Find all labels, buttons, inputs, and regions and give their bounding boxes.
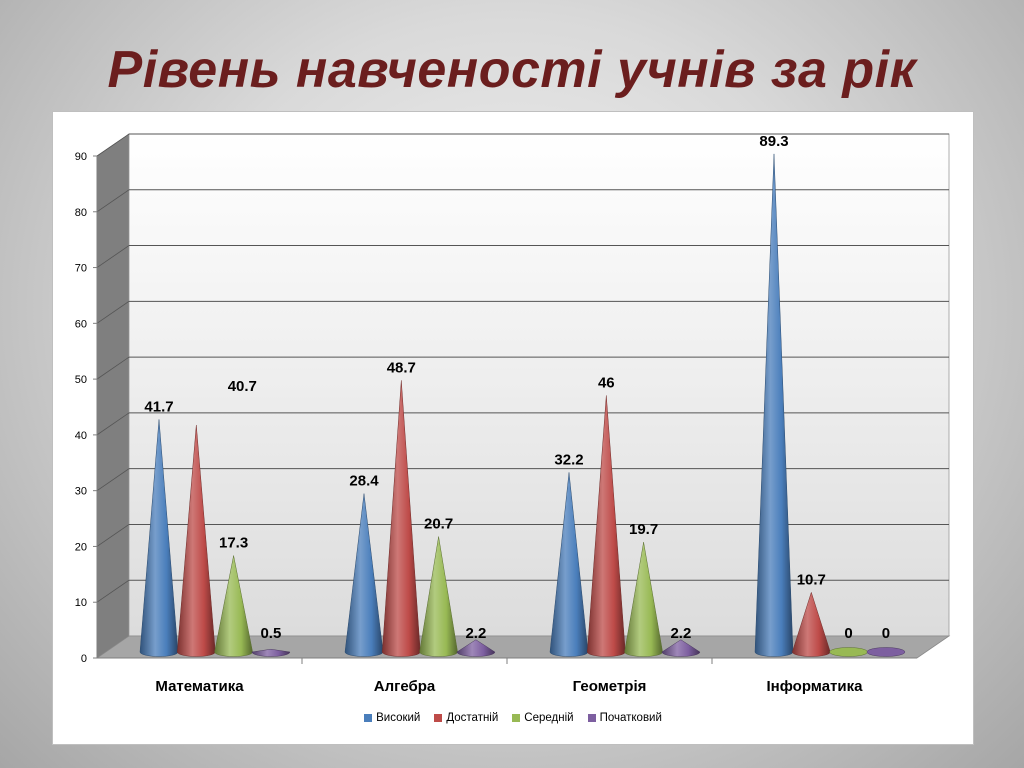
data-label: 0: [882, 625, 890, 642]
gridline-side: [96, 468, 130, 491]
y-tick-label: 40: [75, 430, 87, 442]
y-tick-label: 0: [81, 653, 87, 665]
chart-area: 0 10 20 30 40 50 60 70 80 90 Математика 41.7 40.7 17.…: [52, 111, 974, 745]
y-tick-label: 10: [75, 597, 87, 609]
gridline-side: [96, 189, 130, 213]
data-label: 89.3: [759, 133, 788, 150]
cone-chart: 0 10 20 30 40 50 60 70 80 90 Математика 41.7 40.7 17.…: [75, 133, 951, 695]
gridline-side: [96, 356, 130, 380]
legend-label: Початковий: [599, 712, 662, 724]
cone-3-2: [829, 647, 868, 657]
gridline-side: [96, 301, 130, 324]
cone-0-3: [251, 648, 291, 657]
data-label: 48.7: [387, 359, 416, 376]
side-wall: [96, 133, 130, 659]
legend-item: Високий: [364, 712, 420, 724]
gridline-side: [96, 524, 130, 547]
back-wall: [128, 133, 950, 637]
data-label: 2.2: [670, 625, 691, 642]
data-label: 41.7: [144, 398, 173, 415]
data-label: 46: [598, 374, 615, 391]
legend-item: Початковий: [587, 712, 662, 724]
y-tick-label: 20: [75, 541, 87, 553]
data-label: 0.5: [260, 625, 281, 642]
y-tick-label: 70: [75, 263, 87, 275]
category-label: Математика: [155, 678, 244, 695]
chart-legend: Високий Достатній Середній Початковий: [53, 712, 973, 724]
category-label: Геометрія: [573, 678, 647, 695]
slide-title: Рівень навченості учнів за рік: [107, 41, 917, 99]
gridline-side: [96, 133, 130, 157]
data-label: 17.3: [219, 535, 248, 552]
data-label: 0: [844, 625, 852, 642]
y-tick-label: 80: [75, 207, 87, 219]
data-label: 2.2: [465, 625, 486, 642]
data-label: 32.2: [554, 451, 583, 468]
legend-item: Достатній: [434, 712, 498, 724]
data-label: 20.7: [424, 516, 453, 533]
data-label: 19.7: [629, 521, 658, 538]
y-tick-label: 90: [75, 151, 87, 163]
legend-item: Середній: [512, 712, 574, 724]
gridline-side: [96, 579, 130, 603]
cone-1-3: [456, 639, 496, 657]
legend-swatch: [434, 714, 443, 722]
cone-3-3: [866, 647, 906, 657]
gridline-side: [96, 412, 130, 436]
legend-swatch: [364, 714, 373, 722]
data-label: 28.4: [349, 473, 379, 490]
legend-label: Високий: [376, 712, 421, 724]
legend-swatch: [587, 714, 596, 722]
cone-2-3: [661, 639, 701, 657]
legend-swatch: [512, 714, 521, 722]
data-label: 40.7: [228, 378, 257, 395]
category-label: Алгебра: [374, 678, 436, 695]
category-label: Інформатика: [767, 678, 864, 695]
y-tick-label: 30: [75, 486, 87, 498]
data-label: 10.7: [797, 571, 826, 588]
gridline-side: [96, 245, 130, 268]
y-tick-label: 60: [75, 318, 87, 330]
legend-label: Середній: [524, 712, 574, 724]
y-tick-label: 50: [75, 374, 87, 386]
legend-label: Достатній: [446, 712, 499, 724]
